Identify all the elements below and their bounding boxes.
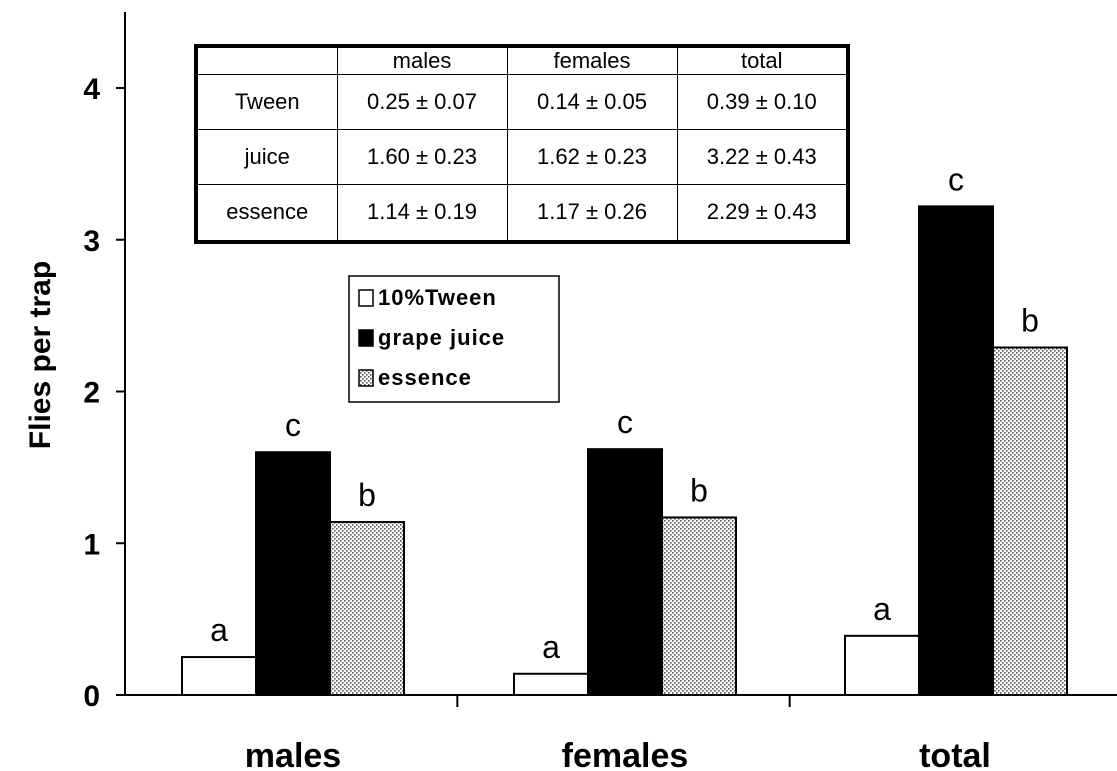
y-tick-label: 0	[83, 680, 100, 713]
bar-10-tween-females	[513, 672, 589, 697]
table-cell: 1.60 ± 0.23	[336, 128, 508, 185]
y-tick-label: 3	[83, 225, 100, 258]
significance-label: a	[210, 612, 228, 648]
significance-label: c	[948, 161, 964, 197]
bar-10-tween-total	[844, 634, 920, 697]
x-tick-label-females: females	[562, 737, 689, 771]
significance-label: b	[358, 477, 376, 513]
table-cell: 3.22 ± 0.43	[676, 128, 849, 185]
legend-label: 10%Tween	[378, 285, 497, 310]
table-header-row: males females total	[195, 45, 849, 75]
table-header-cell: males	[336, 45, 508, 75]
table-row: Tween 0.25 ± 0.07 0.14 ± 0.05 0.39 ± 0.1…	[195, 74, 849, 130]
significance-label: b	[690, 472, 708, 508]
legend-swatch	[358, 369, 374, 387]
significance-label: c	[617, 404, 633, 440]
table-cell: 0.14 ± 0.05	[506, 74, 678, 130]
y-tick-label: 2	[83, 377, 100, 410]
legend-label: grape juice	[378, 325, 505, 350]
legend-swatch	[358, 289, 374, 307]
legend-label: essence	[378, 365, 472, 390]
table-cell: 2.29 ± 0.43	[676, 183, 849, 243]
table-cell: 0.39 ± 0.10	[676, 74, 849, 130]
table-header-cell	[195, 45, 338, 75]
table-header-cell: females	[506, 45, 678, 75]
bars	[181, 205, 1068, 697]
table-cell: 1.17 ± 0.26	[506, 183, 678, 243]
legend: 10%Tween grape juice essence	[348, 275, 560, 403]
bar-essence-total	[992, 346, 1068, 696]
significance-label: a	[873, 591, 891, 627]
y-tick-label: 4	[83, 73, 100, 106]
table-cell: 1.14 ± 0.19	[336, 183, 508, 243]
bar-10-tween-males	[181, 656, 257, 696]
table-row: essence 1.14 ± 0.19 1.17 ± 0.26 2.29 ± 0…	[195, 183, 849, 243]
bar-grape-juice-males	[255, 451, 331, 697]
bar-essence-males	[329, 521, 405, 696]
x-tick-label-males: males	[245, 737, 341, 771]
bar-grape-juice-total	[918, 205, 994, 697]
y-tick-label: 1	[83, 528, 100, 561]
labels: a a a c c c b b b	[210, 161, 1039, 664]
table-header-cell: total	[676, 45, 849, 75]
data-table: males females total Tween 0.25 ± 0.07 0.…	[194, 44, 850, 244]
bar-essence-females	[661, 516, 737, 697]
table-cell: Tween	[195, 74, 338, 130]
significance-label: c	[285, 407, 301, 443]
y-axis-label: Flies per trap	[24, 261, 57, 449]
table-cell: 0.25 ± 0.07	[336, 74, 508, 130]
table-cell: essence	[195, 183, 338, 243]
legend-box	[348, 275, 560, 403]
legend-swatch	[358, 329, 374, 347]
bar-grape-juice-females	[587, 448, 663, 697]
table-cell: juice	[195, 128, 338, 185]
table-cell: 1.62 ± 0.23	[506, 128, 678, 185]
significance-label: b	[1021, 302, 1039, 338]
significance-label: a	[542, 629, 560, 665]
x-tick-label-total: total	[919, 737, 991, 771]
table-row: juice 1.60 ± 0.23 1.62 ± 0.23 3.22 ± 0.4…	[195, 128, 849, 185]
